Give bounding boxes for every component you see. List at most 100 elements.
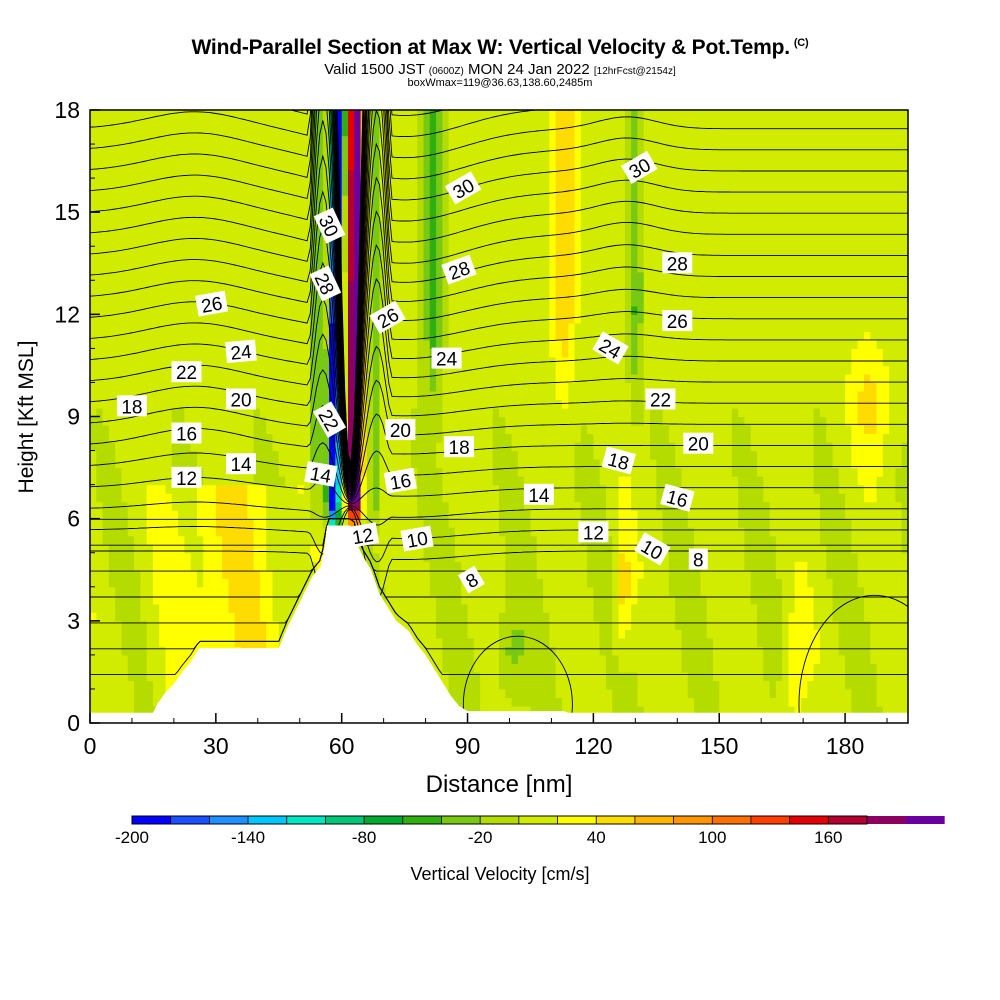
velocity-cell — [134, 637, 141, 647]
velocity-cell — [385, 501, 393, 511]
velocity-cell — [517, 178, 525, 188]
velocity-cell — [461, 459, 469, 469]
velocity-cell — [215, 382, 223, 392]
velocity-cell — [165, 620, 173, 630]
velocity-cell — [102, 442, 110, 452]
velocity-cell — [429, 459, 437, 469]
velocity-cell — [398, 518, 406, 528]
velocity-cell — [404, 339, 412, 349]
velocity-cell — [96, 195, 104, 205]
velocity-cell — [454, 203, 462, 213]
velocity-cell — [373, 484, 381, 494]
velocity-cell — [392, 127, 399, 137]
velocity-cell — [165, 476, 173, 486]
velocity-cell — [90, 603, 97, 613]
velocity-cell — [241, 578, 248, 588]
velocity-cell — [499, 629, 506, 639]
velocity-cell — [524, 697, 532, 707]
velocity-cell — [410, 603, 418, 613]
velocity-cell — [222, 518, 230, 528]
velocity-cell — [108, 671, 116, 682]
velocity-cell — [159, 135, 167, 145]
velocity-cell — [266, 254, 274, 264]
velocity-cell — [90, 229, 97, 239]
velocity-cell — [285, 186, 292, 196]
velocity-cell — [108, 356, 116, 367]
velocity-cell — [272, 263, 280, 273]
velocity-cell — [259, 578, 267, 588]
velocity-cell — [127, 612, 135, 622]
velocity-cell — [423, 552, 431, 562]
velocity-cell — [429, 263, 437, 273]
velocity-cell — [486, 493, 494, 503]
velocity-cell — [517, 203, 525, 213]
velocity-cell — [115, 220, 123, 230]
velocity-cell — [505, 339, 513, 349]
velocity-cell — [234, 331, 242, 341]
velocity-cell — [190, 314, 198, 324]
velocity-cell — [127, 186, 135, 196]
velocity-cell — [241, 280, 248, 290]
velocity-cell — [96, 254, 104, 264]
velocity-cell — [499, 263, 506, 273]
velocity-cell — [90, 671, 97, 682]
velocity-cell — [96, 569, 104, 579]
velocity-cell — [473, 680, 481, 690]
velocity-cell — [222, 535, 230, 545]
velocity-cell — [127, 518, 135, 528]
velocity-cell — [379, 578, 387, 588]
velocity-cell — [285, 518, 292, 528]
velocity-cell — [159, 144, 167, 154]
velocity-cell — [291, 382, 299, 392]
velocity-cell — [297, 365, 305, 375]
velocity-cell — [165, 518, 173, 528]
velocity-cell — [159, 654, 167, 664]
velocity-cell — [417, 569, 425, 579]
velocity-cell — [178, 407, 185, 418]
velocity-cell — [417, 476, 425, 486]
velocity-cell — [303, 144, 311, 154]
velocity-cell — [96, 382, 104, 392]
velocity-cell — [171, 612, 179, 622]
velocity-cell — [316, 510, 324, 520]
velocity-cell — [423, 493, 431, 503]
velocity-cell — [285, 203, 292, 213]
velocity-cell — [215, 365, 223, 375]
velocity-cell — [115, 603, 123, 613]
velocity-cell — [165, 425, 173, 435]
velocity-cell — [165, 195, 173, 205]
velocity-cell — [499, 459, 506, 469]
velocity-cell — [492, 254, 500, 264]
velocity-cell — [436, 237, 443, 247]
velocity-cell — [285, 246, 292, 256]
velocity-cell — [291, 254, 299, 264]
velocity-cell — [505, 646, 513, 656]
velocity-cell — [253, 178, 261, 188]
velocity-cell — [511, 425, 519, 435]
velocity-cell — [473, 450, 481, 460]
velocity-cell — [461, 135, 469, 145]
velocity-cell — [322, 493, 330, 503]
velocity-cell — [517, 433, 525, 443]
velocity-cell — [115, 365, 123, 375]
velocity-cell — [241, 271, 248, 281]
velocity-cell — [505, 178, 513, 188]
velocity-cell — [253, 552, 261, 562]
velocity-cell — [184, 195, 192, 205]
velocity-cell — [486, 595, 494, 605]
velocity-cell — [429, 612, 437, 622]
velocity-cell — [511, 459, 519, 469]
velocity-cell — [473, 237, 481, 247]
velocity-cell — [297, 467, 305, 477]
velocity-cell — [215, 186, 223, 196]
velocity-cell — [429, 161, 437, 171]
velocity-cell — [96, 365, 104, 375]
velocity-cell — [492, 484, 500, 494]
velocity-cell — [291, 425, 299, 435]
velocity-cell — [90, 501, 97, 511]
velocity-cell — [165, 433, 173, 443]
velocity-cell — [454, 144, 462, 154]
velocity-cell — [127, 305, 135, 315]
velocity-cell — [436, 246, 443, 256]
velocity-cell — [140, 382, 148, 392]
